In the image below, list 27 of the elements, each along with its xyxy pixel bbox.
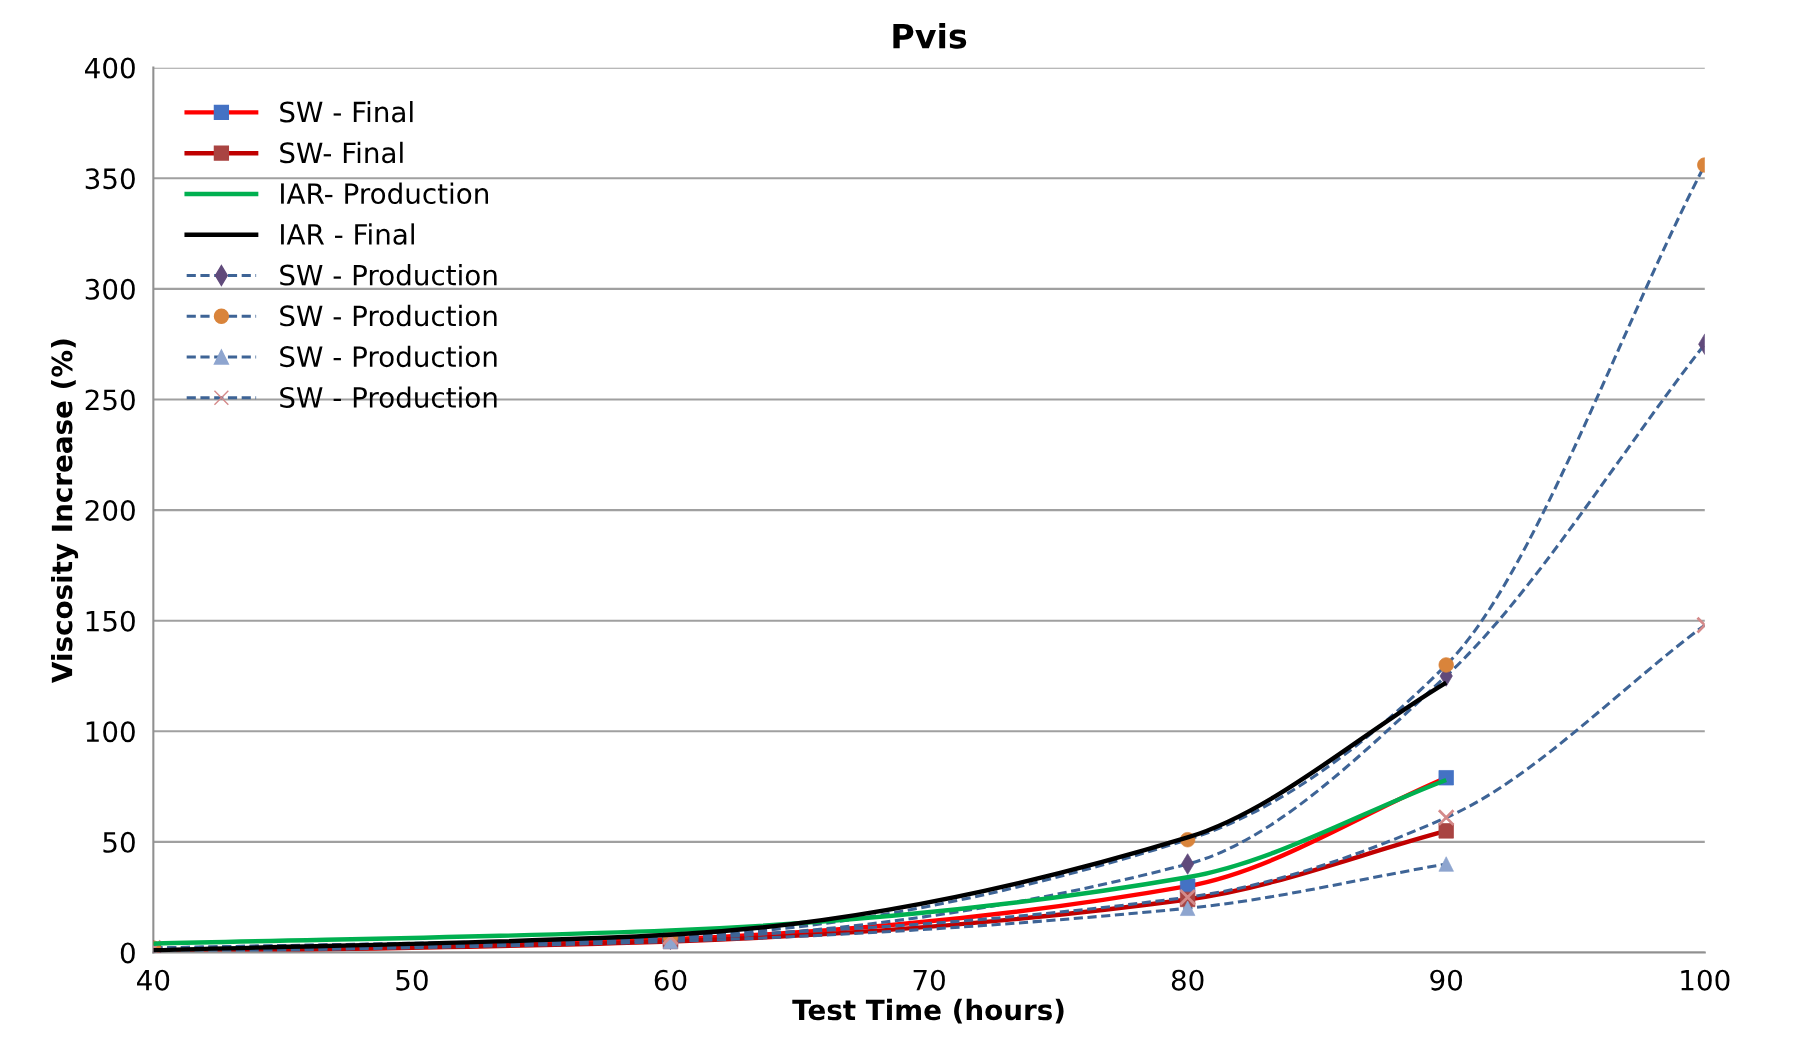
x-tick-label: 90 bbox=[1430, 969, 1463, 991]
x-tick-label: 40 bbox=[137, 969, 170, 991]
legend-label: IAR- Production bbox=[281, 182, 488, 205]
y-tick-label: 300 bbox=[85, 278, 135, 300]
legend-label: SW - Production bbox=[280, 386, 497, 408]
legend-label: IAR - Final bbox=[281, 223, 414, 245]
x-tick-label: 100 bbox=[1681, 969, 1730, 991]
chart-title: Pvis bbox=[893, 22, 967, 49]
legend-label: SW - Final bbox=[280, 101, 413, 123]
y-tick-label: 50 bbox=[103, 831, 135, 853]
y-tick-label: 200 bbox=[85, 500, 135, 522]
y-tick-label: 250 bbox=[85, 389, 135, 411]
y-axis-title: Viscosity Increase (%) bbox=[51, 339, 79, 683]
x-axis-title: Test Time (hours) bbox=[792, 998, 1064, 1024]
x-tick-label: 80 bbox=[1171, 969, 1204, 991]
y-tick-label: 0 bbox=[120, 942, 135, 964]
legend-label: SW - Production bbox=[280, 345, 497, 368]
legend-label: SW - Production bbox=[280, 264, 497, 286]
y-tick-label: 100 bbox=[86, 721, 135, 743]
legend-label: SW- Final bbox=[280, 141, 403, 164]
x-tick-label: 70 bbox=[913, 969, 945, 991]
y-tick-label: 400 bbox=[85, 57, 135, 79]
y-tick-label: 350 bbox=[85, 168, 135, 190]
x-tick-label: 50 bbox=[396, 969, 428, 991]
y-tick-label: 150 bbox=[86, 610, 135, 632]
x-tick-label: 60 bbox=[654, 969, 687, 991]
legend-label: SW - Production bbox=[280, 304, 497, 327]
